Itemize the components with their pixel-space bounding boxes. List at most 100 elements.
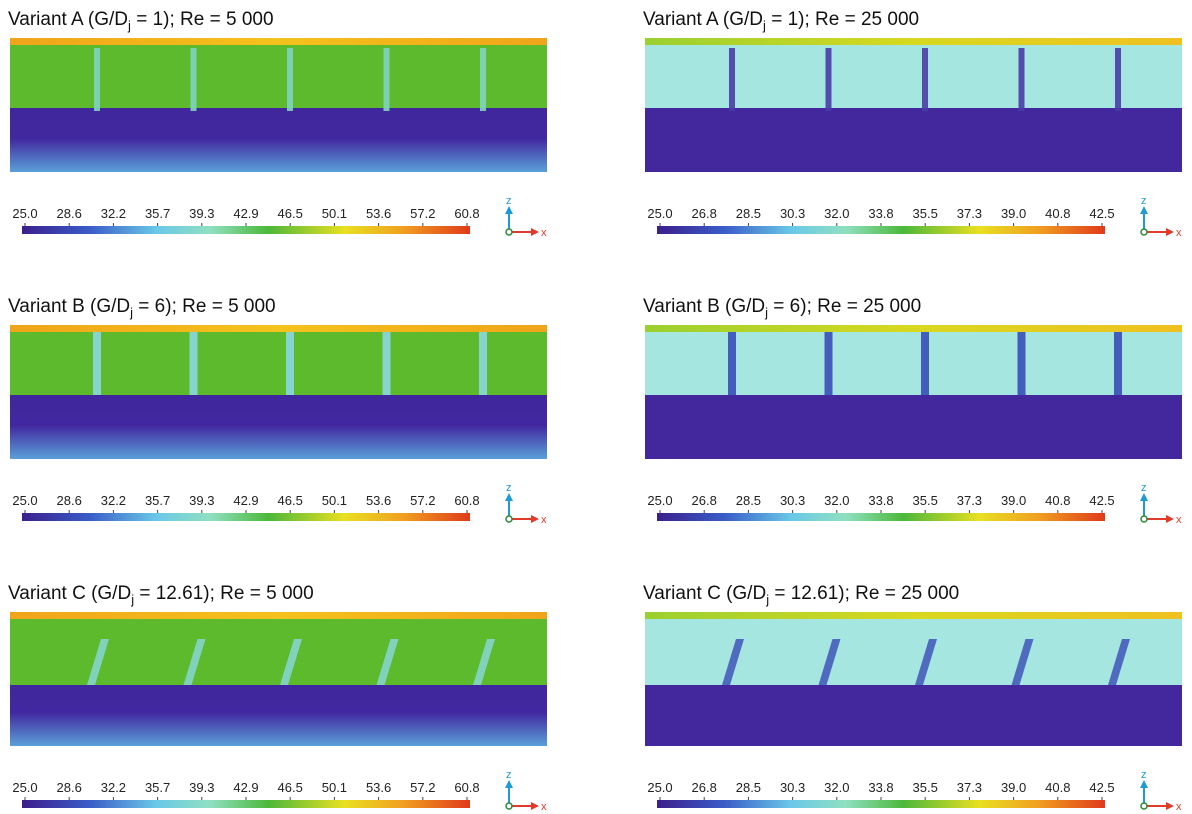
jet: [87, 639, 109, 685]
colorbar-label: 42.9: [233, 780, 258, 795]
panel: Variant C (G/Dj = 12.61); Re = 25 000 25.…: [643, 583, 1182, 813]
origin: [1140, 802, 1148, 810]
title-subscript: j: [130, 592, 134, 607]
panel-title: Variant B (G/Dj = 6); Re = 5 000: [8, 296, 276, 320]
heated-wall: [645, 612, 1182, 619]
colorbar-label: 39.3: [189, 206, 214, 221]
heated-wall: [10, 38, 547, 45]
title-text: Variant C (G/D: [643, 583, 766, 604]
z-label: z: [1141, 195, 1147, 207]
z-arrowhead: [505, 206, 513, 214]
colorbar-label: 30.3: [780, 780, 805, 795]
title-subscript: j: [762, 18, 766, 33]
colorbar-label: 35.5: [913, 493, 938, 508]
colorbar-label: 32.2: [101, 206, 126, 221]
origin: [1140, 228, 1148, 236]
colorbar-label: 33.8: [868, 493, 893, 508]
colorbar-label: 50.1: [322, 493, 347, 508]
title-text: Variant C (G/D: [8, 583, 131, 604]
colorbar-label: 28.5: [736, 206, 761, 221]
colorbar-label: 40.8: [1045, 493, 1070, 508]
jet: [93, 332, 101, 395]
x-arrowhead: [1166, 228, 1174, 236]
z-arrowhead: [505, 780, 513, 788]
heated-wall: [10, 325, 547, 332]
colorbar-label: 32.0: [824, 780, 849, 795]
x-arrowhead: [531, 228, 539, 236]
panel: Variant B (G/Dj = 6); Re = 5 000 25.0 28.6…: [8, 296, 547, 526]
panel: Variant C (G/Dj = 12.61); Re = 5 000 25.0…: [8, 583, 547, 813]
colorbar-label: 35.5: [913, 780, 938, 795]
jet: [473, 639, 495, 685]
jet: [825, 48, 832, 111]
jet: [1018, 48, 1025, 111]
jet: [1114, 332, 1122, 395]
colorbar-label: 42.5: [1089, 493, 1114, 508]
colorbar-label: 35.5: [913, 206, 938, 221]
jet: [280, 639, 302, 685]
x-arrowhead: [531, 802, 539, 810]
channel: [10, 332, 547, 395]
z-label: z: [1141, 482, 1147, 494]
colorbar-label: 28.6: [57, 206, 82, 221]
colorbar-label: 30.3: [780, 493, 805, 508]
title-text: Variant B (G/D: [8, 296, 130, 317]
jet: [480, 48, 486, 111]
x-label: x: [541, 801, 547, 813]
jet: [286, 332, 294, 395]
title-text: = 12.61); Re = 5 000: [134, 583, 314, 604]
colorbar-label: 32.0: [824, 206, 849, 221]
z-label: z: [506, 482, 512, 494]
colorbar-label: 35.7: [145, 206, 170, 221]
x-arrowhead: [531, 515, 539, 523]
panel-title: Variant B (G/Dj = 6); Re = 25 000: [643, 296, 921, 320]
colorbar-label: 57.2: [410, 780, 435, 795]
jet: [722, 639, 744, 685]
colorbar-label: 60.8: [454, 493, 479, 508]
jet: [818, 639, 841, 685]
jet: [190, 48, 197, 111]
jet: [728, 332, 736, 395]
jet: [922, 48, 928, 111]
x-label: x: [541, 514, 547, 526]
colorbar-label: 26.8: [692, 206, 717, 221]
colorbar-label: 40.8: [1045, 780, 1070, 795]
z-label: z: [1141, 769, 1147, 781]
jet: [1011, 639, 1034, 685]
title-subscript: j: [764, 305, 768, 320]
jet: [94, 48, 100, 111]
colorbar-label: 28.5: [736, 780, 761, 795]
title-text: Variant A (G/D: [643, 9, 763, 30]
origin: [1140, 515, 1148, 523]
colorbar-label: 39.0: [1001, 780, 1026, 795]
colorbar: [657, 226, 1105, 234]
panel: Variant B (G/Dj = 6); Re = 25 000 25.0 26.…: [643, 296, 1182, 526]
panel-title: Variant A (G/Dj = 1); Re = 25 000: [643, 9, 919, 33]
jet: [382, 332, 391, 395]
jet: [1017, 332, 1026, 395]
colorbar-label: 53.6: [366, 493, 391, 508]
panel-title: Variant C (G/Dj = 12.61); Re = 5 000: [8, 583, 314, 607]
colorbar-label: 35.7: [145, 780, 170, 795]
x-label: x: [541, 227, 547, 239]
colorbar-label: 25.0: [12, 493, 37, 508]
colorbar-label: 42.5: [1089, 206, 1114, 221]
title-text: = 6); Re = 5 000: [133, 296, 276, 317]
colorbar-label: 39.3: [189, 493, 214, 508]
colorbar-label: 28.6: [57, 493, 82, 508]
colorbar-label: 25.0: [647, 493, 672, 508]
z-label: z: [506, 769, 512, 781]
colorbar-label: 60.8: [454, 206, 479, 221]
colorbar-label: 25.0: [12, 780, 37, 795]
jet: [189, 332, 198, 395]
title-text: Variant B (G/D: [643, 296, 765, 317]
jet: [287, 48, 293, 111]
colorbar-label: 32.0: [824, 493, 849, 508]
colorbar-label: 28.5: [736, 493, 761, 508]
colorbar-label: 42.9: [233, 206, 258, 221]
heated-wall: [10, 612, 547, 619]
jet: [376, 639, 399, 685]
channel: [645, 45, 1182, 108]
colorbar-label: 37.3: [957, 206, 982, 221]
jet: [183, 639, 206, 685]
